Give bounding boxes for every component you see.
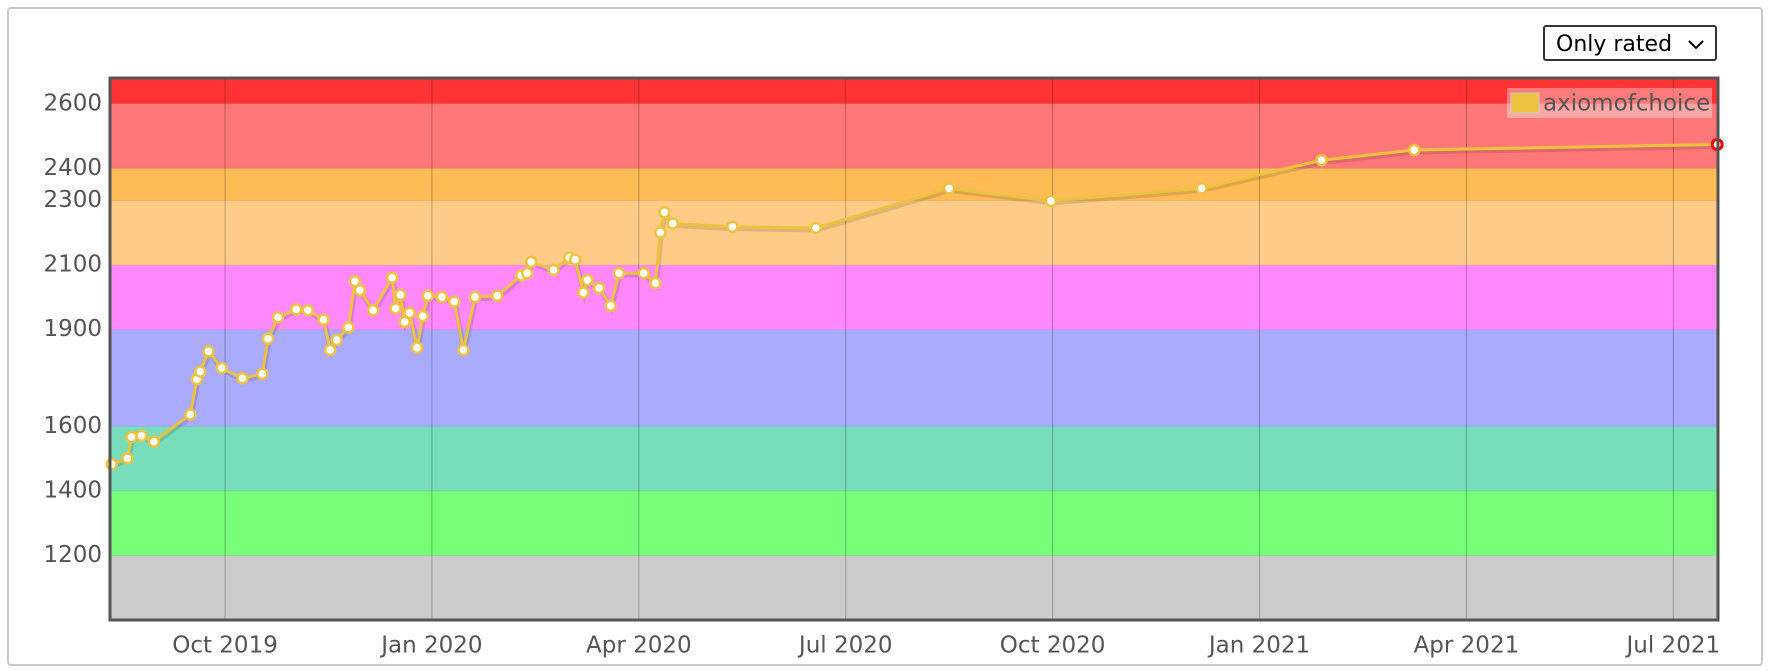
point xyxy=(435,290,449,304)
point xyxy=(649,276,662,290)
y-tick-label: 1600 xyxy=(43,413,102,439)
point xyxy=(184,408,197,421)
point xyxy=(398,315,411,329)
y-tick-label: 1400 xyxy=(43,477,102,503)
rating-band xyxy=(110,329,1718,427)
rating-band xyxy=(110,426,1718,491)
point xyxy=(342,321,355,334)
point xyxy=(421,289,435,303)
point xyxy=(726,220,739,233)
point xyxy=(202,345,215,358)
point xyxy=(366,304,380,317)
point xyxy=(592,281,606,295)
rating-band xyxy=(110,168,1718,201)
x-tick-label: Jan 2021 xyxy=(1207,633,1310,659)
filter-select[interactable]: Only rated xyxy=(1543,25,1717,61)
x-tick-label: Jan 2020 xyxy=(379,633,482,659)
y-tick-label: 1200 xyxy=(43,542,102,568)
point xyxy=(654,226,667,239)
y-tick-label: 2100 xyxy=(43,252,102,278)
point xyxy=(1408,143,1421,157)
rating-band xyxy=(110,78,1718,104)
x-tick-label: Apr 2020 xyxy=(586,633,692,659)
point xyxy=(491,289,504,303)
filter-label: Only rated xyxy=(1556,32,1673,57)
point xyxy=(666,217,680,230)
rating-band xyxy=(110,265,1718,330)
point xyxy=(577,286,590,299)
point xyxy=(256,367,269,381)
point xyxy=(1315,154,1328,167)
point xyxy=(301,304,315,317)
rating-band xyxy=(110,200,1718,266)
dropdown-arrow xyxy=(1688,40,1704,50)
rating-band xyxy=(110,103,1718,169)
y-tick-label: 2300 xyxy=(43,187,102,213)
x-tick-label: Oct 2020 xyxy=(1000,633,1106,659)
legend-label: axiomofchoice xyxy=(1543,91,1710,117)
y-tick-label: 1900 xyxy=(43,316,102,342)
point xyxy=(330,333,344,347)
rating-band xyxy=(110,490,1718,556)
point xyxy=(658,205,671,219)
point xyxy=(809,221,823,235)
point xyxy=(323,343,337,357)
point xyxy=(604,299,617,313)
point xyxy=(105,457,118,471)
point xyxy=(193,365,207,378)
point xyxy=(215,361,228,375)
point xyxy=(547,263,560,277)
point xyxy=(147,435,161,448)
point xyxy=(581,273,594,287)
point xyxy=(394,288,407,302)
legend-swatch xyxy=(1510,92,1540,114)
point xyxy=(612,266,626,280)
point xyxy=(942,182,956,195)
point xyxy=(568,253,582,266)
legend-box xyxy=(1507,88,1712,118)
x-tick-label: Apr 2021 xyxy=(1414,633,1520,659)
point xyxy=(389,302,402,315)
point xyxy=(261,332,275,345)
x-tick-label: Oct 2019 xyxy=(172,633,278,659)
point xyxy=(135,429,148,443)
point xyxy=(448,295,461,308)
point xyxy=(457,343,470,357)
plot-border xyxy=(108,76,1720,622)
point xyxy=(125,430,138,444)
panel xyxy=(7,7,1763,666)
point xyxy=(1195,182,1208,195)
rating-band xyxy=(110,555,1718,620)
x-tick-label: Jul 2021 xyxy=(1625,633,1721,659)
point xyxy=(410,341,424,354)
point xyxy=(271,311,285,324)
x-tick-label: Jul 2020 xyxy=(797,633,893,659)
point xyxy=(236,372,249,385)
point xyxy=(520,266,534,280)
y-tick-label: 2600 xyxy=(43,90,102,116)
point xyxy=(1044,194,1058,208)
point xyxy=(524,255,538,269)
point xyxy=(348,275,362,288)
point xyxy=(289,303,303,316)
point xyxy=(403,306,416,320)
y-tick-label: 2400 xyxy=(43,155,102,181)
point xyxy=(385,271,399,284)
point xyxy=(468,290,482,304)
point xyxy=(317,313,330,326)
point xyxy=(121,452,134,465)
point xyxy=(637,266,651,280)
point xyxy=(353,284,367,297)
point xyxy=(416,309,430,323)
